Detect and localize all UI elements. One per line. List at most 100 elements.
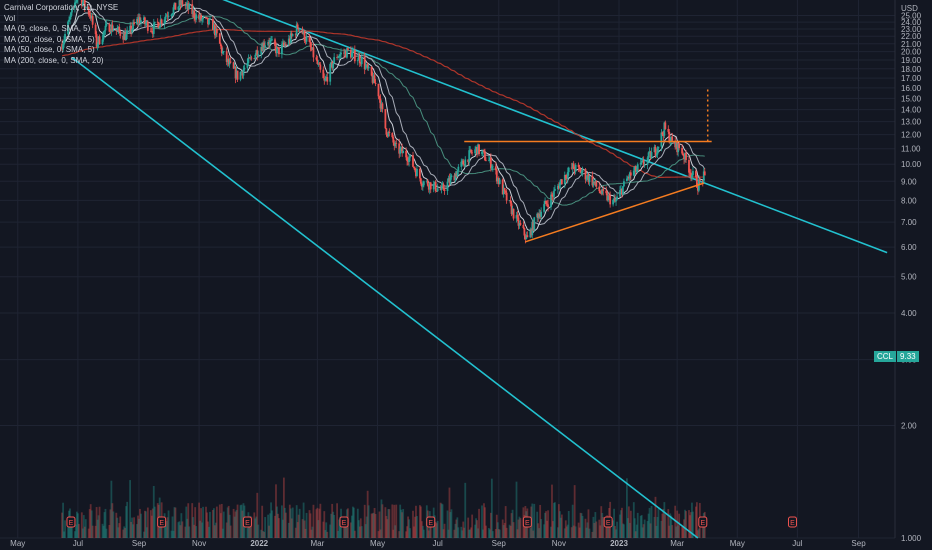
candle-body bbox=[516, 215, 519, 218]
channel-upper-line bbox=[222, 0, 888, 254]
candle-body bbox=[268, 42, 270, 44]
candle-body bbox=[74, 2, 76, 9]
legend-ma20[interactable]: MA (20, close, 0, SMA, 5) bbox=[4, 34, 95, 44]
volume-bar bbox=[115, 512, 118, 538]
volume-bar bbox=[612, 520, 614, 538]
volume-bar bbox=[601, 512, 604, 538]
candle-body bbox=[143, 17, 145, 21]
candle-body bbox=[524, 235, 527, 240]
pattern-drawings[interactable] bbox=[464, 87, 712, 243]
candle-body bbox=[181, 0, 184, 5]
candle-body bbox=[312, 47, 315, 58]
volume-bar bbox=[240, 504, 243, 538]
volume-bar bbox=[122, 529, 125, 538]
candle-body bbox=[546, 203, 548, 205]
candle-body bbox=[357, 55, 360, 61]
y-tick-label: 12.00 bbox=[901, 131, 922, 140]
volume-bar bbox=[358, 526, 361, 538]
candle-body bbox=[525, 235, 528, 240]
candle-body bbox=[174, 2, 177, 10]
x-tick-label: May bbox=[370, 539, 385, 548]
earnings-badge bbox=[66, 516, 76, 528]
candle-body bbox=[336, 57, 339, 58]
time-axis[interactable]: May Jul Sep Nov 2022 Mar May Jul Sep Nov 2023 Mar Ma… bbox=[10, 539, 866, 548]
candle-body bbox=[394, 142, 397, 147]
candle-body bbox=[350, 52, 353, 58]
candle-body bbox=[398, 143, 401, 154]
volume-bar bbox=[116, 517, 119, 538]
candle-body bbox=[632, 170, 635, 176]
volume-bar bbox=[330, 513, 333, 538]
volume-bar bbox=[202, 506, 204, 538]
volume-bar bbox=[206, 512, 208, 538]
candle-body bbox=[436, 188, 439, 192]
volume-bar bbox=[101, 523, 104, 538]
candle-body bbox=[180, 0, 183, 6]
volume-bar bbox=[657, 508, 660, 538]
candle-body bbox=[502, 188, 505, 195]
volume-bar bbox=[626, 518, 629, 538]
candle-body bbox=[116, 29, 119, 31]
candle-body bbox=[427, 185, 430, 190]
candle-body bbox=[144, 23, 147, 25]
candle-body bbox=[523, 228, 526, 236]
volume-bar bbox=[498, 529, 501, 538]
volume-bar bbox=[675, 526, 678, 538]
volume-bar bbox=[487, 528, 490, 538]
candle-body bbox=[426, 180, 429, 186]
candle-body bbox=[275, 45, 277, 54]
volume-bar bbox=[191, 503, 194, 538]
volume-bar bbox=[269, 513, 271, 538]
candle-body bbox=[82, 0, 85, 3]
volume-bar bbox=[239, 505, 242, 538]
volume-bar bbox=[118, 523, 121, 538]
legend-title[interactable]: Carnival Corporation, 1D, NYSE bbox=[4, 3, 119, 12]
volume-bar bbox=[647, 513, 650, 538]
legend-ma9[interactable]: MA (9, close, 0, SMA, 5) bbox=[4, 24, 91, 34]
candle-body bbox=[570, 167, 573, 169]
candle-body bbox=[271, 39, 273, 41]
candle-body bbox=[263, 42, 266, 48]
candle-body bbox=[421, 185, 424, 187]
y-tick-label: 6.00 bbox=[901, 243, 917, 252]
volume-bar bbox=[512, 522, 515, 538]
candle-body bbox=[163, 19, 166, 24]
candle-body bbox=[552, 196, 554, 197]
legend-ma200[interactable]: MA (200, close, 0, SMA, 20) bbox=[4, 55, 104, 65]
volume-bar bbox=[323, 511, 326, 538]
legend-vol[interactable]: Vol bbox=[4, 13, 16, 23]
volume-bar bbox=[264, 517, 267, 538]
candle-body bbox=[110, 24, 113, 33]
volume-bar bbox=[296, 522, 299, 538]
earnings-marker: E bbox=[787, 516, 797, 528]
legend-ma50[interactable]: MA (50, close, 0, SMA, 5) bbox=[4, 45, 95, 55]
volume-bar bbox=[416, 516, 418, 538]
candle-body bbox=[406, 157, 408, 162]
volume-bar bbox=[281, 505, 283, 538]
candle-body bbox=[414, 168, 416, 171]
candle-body bbox=[453, 175, 456, 181]
volume-bar bbox=[623, 524, 625, 538]
candle-body bbox=[560, 179, 563, 185]
volume-bar bbox=[460, 526, 463, 538]
volume-bar bbox=[234, 511, 237, 538]
candle-body bbox=[584, 169, 587, 180]
volume-bar bbox=[218, 504, 221, 538]
volume-bar bbox=[550, 526, 552, 538]
earnings-badge bbox=[242, 516, 252, 528]
candle-body bbox=[573, 168, 576, 172]
volume-bar bbox=[386, 519, 389, 538]
candle-body bbox=[140, 20, 142, 23]
price-axis[interactable]: USD1.0002.003.004.005.006.007.008.009.00… bbox=[894, 0, 932, 550]
trend-drawings[interactable] bbox=[71, 0, 888, 539]
candle-body bbox=[178, 0, 181, 7]
candle-body bbox=[102, 31, 105, 40]
candle-body bbox=[407, 161, 409, 162]
candle-body bbox=[512, 208, 515, 219]
candle-body bbox=[89, 15, 92, 19]
volume-bar bbox=[573, 485, 576, 538]
volume-bar bbox=[642, 524, 645, 538]
volume-bar bbox=[546, 520, 548, 538]
